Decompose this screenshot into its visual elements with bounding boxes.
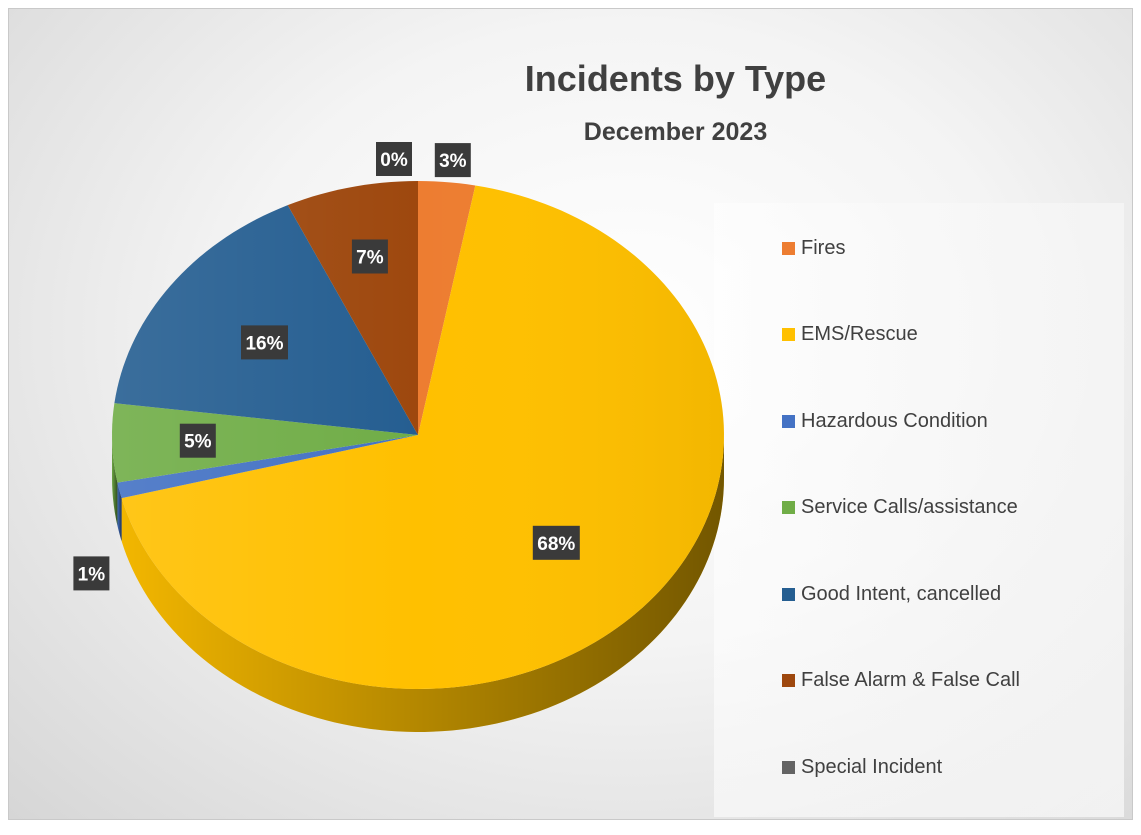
chart-title: Incidents by Type <box>524 58 827 99</box>
legend-item-special-incident: Special Incident <box>782 755 942 779</box>
legend-swatch <box>782 414 795 428</box>
legend-label: Fires <box>801 236 846 259</box>
data-label-box <box>376 142 412 176</box>
data-label-fires: 3% <box>434 143 471 178</box>
data-label-box <box>179 423 216 458</box>
legend-item-fires: Fires <box>782 236 845 260</box>
data-label-service-calls-assistance: 5% <box>179 423 216 458</box>
data-label-box <box>241 325 288 360</box>
slice-side-shade-hazardous-condition <box>117 482 122 542</box>
data-label-box <box>532 525 580 560</box>
data-label-ems-rescue: 68% <box>532 525 580 560</box>
legend-item-service-calls-assistance: Service Calls/assistance <box>782 496 1018 520</box>
data-label-box <box>73 556 110 591</box>
legend-item-false-alarm-false-call: False Alarm & False Call <box>782 669 1020 693</box>
legend-swatch <box>782 587 795 601</box>
data-label-text: 3% <box>439 151 467 172</box>
data-label-hazardous-condition: 1% <box>73 556 110 591</box>
data-labels: 3% 68% 1% 5% 16% 7% 0% <box>73 142 580 591</box>
data-label-box <box>351 239 388 274</box>
legend-swatch <box>782 760 795 774</box>
pie-side-layer <box>112 435 725 732</box>
legend-item-good-intent-cancelled: Good Intent, cancelled <box>782 582 1001 606</box>
data-label-text: 1% <box>78 564 106 585</box>
pie-gloss <box>112 181 724 689</box>
legend-swatch <box>782 241 795 255</box>
data-label-text: 16% <box>245 333 283 354</box>
legend-label: Service Calls/assistance <box>801 496 1018 518</box>
chart-subtitle: December 2023 <box>583 118 768 146</box>
data-label-text: 0% <box>380 150 408 171</box>
slice-side-shade-ems-rescue <box>121 435 725 732</box>
pie-top-layer <box>112 181 724 689</box>
legend-label: EMS/Rescue <box>801 323 918 345</box>
legend-label: Special Incident <box>801 755 943 778</box>
data-label-text: 68% <box>537 534 575 555</box>
data-label-text: 5% <box>184 432 212 453</box>
legend-label: Good Intent, cancelled <box>801 582 1002 605</box>
legend-label: False Alarm & False Call <box>801 669 1020 691</box>
legend-item-ems-rescue: EMS/Rescue <box>782 323 918 347</box>
legend-swatch <box>782 328 795 341</box>
legend-label: Hazardous Condition <box>801 409 988 432</box>
data-label-good-intent-cancelled: 16% <box>241 325 288 360</box>
legend-swatch <box>782 674 795 687</box>
slice-side-shade-service-calls-assistance <box>112 435 118 526</box>
data-label-special-incident: 0% <box>376 142 412 176</box>
legend-swatch <box>782 501 795 514</box>
data-label-text: 7% <box>356 248 384 269</box>
legend-item-hazardous-condition: Hazardous Condition <box>782 409 988 433</box>
data-label-false-alarm-false-call: 7% <box>351 239 388 274</box>
data-label-box <box>434 143 471 178</box>
